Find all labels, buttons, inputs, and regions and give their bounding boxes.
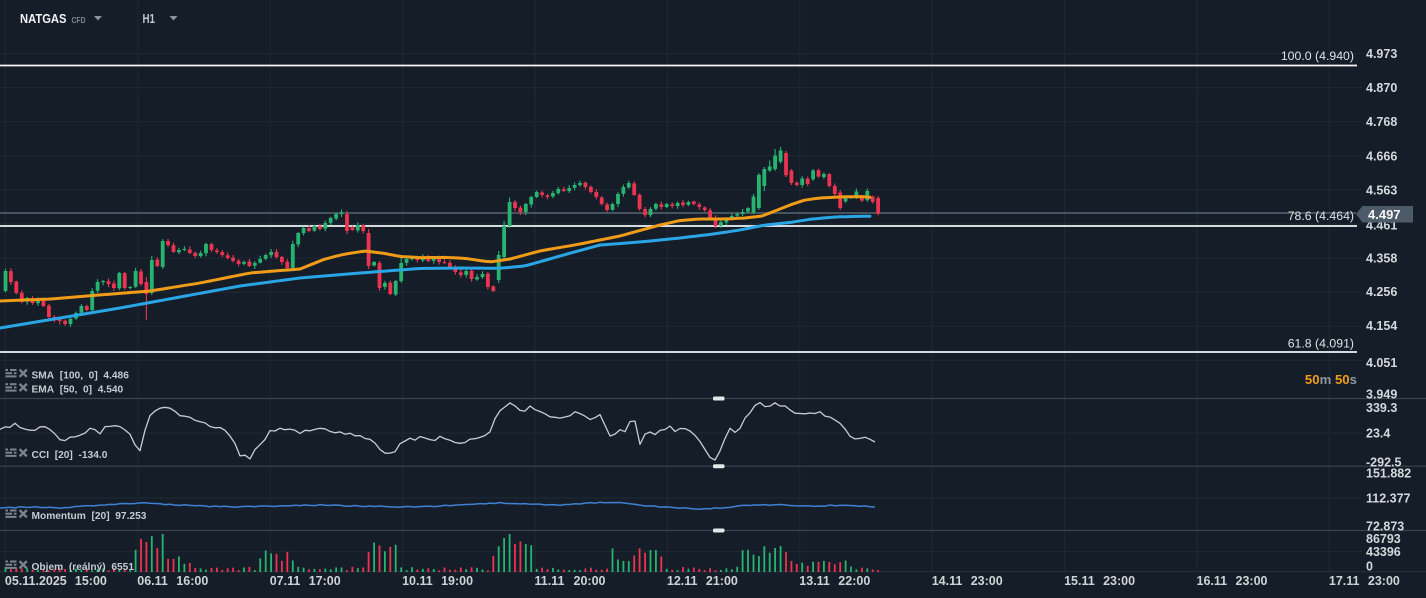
svg-text:86793: 86793 — [1366, 532, 1401, 546]
svg-text:23:00: 23:00 — [1236, 574, 1268, 588]
svg-text:4.973: 4.973 — [1366, 47, 1397, 61]
svg-text:05.11.2025: 05.11.2025 — [5, 574, 67, 588]
svg-text:78.6 (4.464): 78.6 (4.464) — [1288, 209, 1354, 223]
svg-text:0: 0 — [1366, 560, 1373, 574]
svg-text:15.11: 15.11 — [1064, 574, 1095, 588]
svg-text:10.11: 10.11 — [402, 574, 433, 588]
svg-text:3.949: 3.949 — [1366, 388, 1397, 402]
svg-text:07.11: 07.11 — [270, 574, 301, 588]
svg-text:112.377: 112.377 — [1366, 492, 1411, 506]
svg-text:21:00: 21:00 — [706, 574, 738, 588]
svg-text:4.051: 4.051 — [1366, 356, 1397, 370]
svg-text:61.8 (4.091): 61.8 (4.091) — [1288, 337, 1354, 351]
svg-text:13.11: 13.11 — [799, 574, 830, 588]
svg-text:339.3: 339.3 — [1366, 401, 1397, 415]
svg-text:16:00: 16:00 — [176, 574, 208, 588]
svg-text:Momentum [20] 97.253: Momentum [20] 97.253 — [32, 511, 147, 522]
svg-text:23:00: 23:00 — [1103, 574, 1135, 588]
svg-text:4.358: 4.358 — [1366, 251, 1397, 265]
svg-text:11.11: 11.11 — [535, 574, 565, 588]
svg-text:43396: 43396 — [1366, 545, 1401, 559]
svg-text:06.11: 06.11 — [137, 574, 168, 588]
svg-text:4.666: 4.666 — [1366, 149, 1397, 163]
svg-text:H1: H1 — [143, 12, 156, 26]
svg-text:23:00: 23:00 — [1368, 574, 1400, 588]
svg-text:NATGAS: NATGAS — [20, 12, 67, 26]
svg-text:4.870: 4.870 — [1366, 81, 1397, 95]
svg-text:23:00: 23:00 — [971, 574, 1003, 588]
svg-text:22:00: 22:00 — [838, 574, 870, 588]
svg-text:4.563: 4.563 — [1366, 183, 1397, 197]
svg-text:19:00: 19:00 — [441, 574, 473, 588]
svg-text:4.768: 4.768 — [1366, 115, 1397, 129]
svg-text:12.11: 12.11 — [667, 574, 698, 588]
svg-text:72.873: 72.873 — [1366, 519, 1404, 533]
svg-text:100.0 (4.940): 100.0 (4.940) — [1281, 49, 1354, 63]
svg-text:Objem (reálný) 6551: Objem (reálný) 6551 — [32, 562, 135, 573]
svg-text:14.11: 14.11 — [932, 574, 963, 588]
svg-text:CFD: CFD — [72, 15, 86, 25]
svg-text:50m 50s: 50m 50s — [1305, 372, 1357, 387]
svg-text:20:00: 20:00 — [574, 574, 606, 588]
svg-text:SMA [100, 0] 4.486: SMA [100, 0] 4.486 — [32, 371, 130, 382]
svg-text:-292.5: -292.5 — [1366, 455, 1401, 469]
svg-text:15:00: 15:00 — [75, 574, 107, 588]
svg-text:CCI [20] -134.0: CCI [20] -134.0 — [32, 450, 108, 461]
svg-text:4.154: 4.154 — [1366, 319, 1397, 333]
svg-text:16.11: 16.11 — [1197, 574, 1228, 588]
svg-text:23.4: 23.4 — [1366, 427, 1390, 441]
svg-text:EMA [50, 0] 4.540: EMA [50, 0] 4.540 — [32, 385, 124, 396]
svg-text:4.256: 4.256 — [1366, 285, 1397, 299]
svg-text:4.497: 4.497 — [1368, 207, 1401, 222]
svg-text:17.11: 17.11 — [1329, 574, 1360, 588]
svg-text:151.882: 151.882 — [1366, 467, 1411, 481]
svg-text:17:00: 17:00 — [309, 574, 341, 588]
